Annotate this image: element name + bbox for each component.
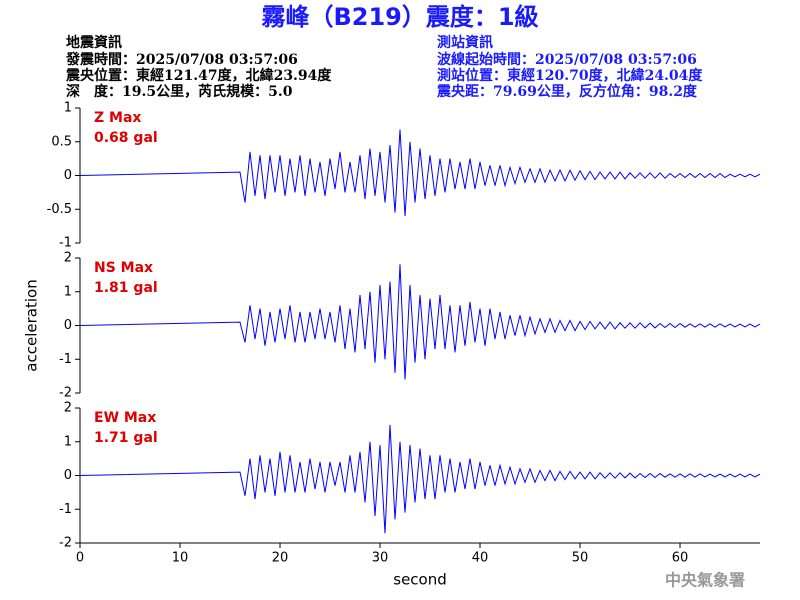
y-tick-label: 1 [64, 101, 72, 116]
x-tick-label: 30 [372, 551, 389, 566]
max-value: 1.81 gal [94, 280, 158, 296]
title: 霧峰（B219）震度：1級 [261, 3, 538, 31]
info-right: 震央距：79.69公里，反方位角：98.2度 [436, 83, 698, 100]
max-value: 1.71 gal [94, 430, 158, 446]
y-tick-label: 1 [64, 434, 72, 449]
info-left: 地震資訊 [66, 34, 122, 51]
x-tick-label: 10 [172, 551, 189, 566]
x-tick-label: 50 [572, 551, 589, 566]
y-axis-label: acceleration [23, 279, 41, 371]
max-value: 0.68 gal [94, 130, 158, 146]
y-tick-label: -1 [59, 236, 72, 251]
legend-label: EW Max [94, 410, 156, 426]
y-tick-label: -0.5 [47, 202, 72, 217]
y-tick-label: -2 [59, 386, 72, 401]
info-left: 震央位置：東經121.47度，北緯23.94度 [65, 67, 332, 84]
x-tick-label: 0 [76, 551, 84, 566]
y-tick-label: 0 [64, 318, 72, 333]
waveform [79, 129, 761, 217]
x-tick-label: 60 [672, 551, 689, 566]
info-right: 波線起始時間：2025/07/08 03:57:06 [437, 51, 697, 68]
waveform [79, 424, 761, 534]
y-tick-label: 2 [64, 251, 72, 266]
info-right: 測站位置：東經120.70度，北緯24.04度 [437, 67, 703, 84]
legend-label: NS Max [94, 260, 153, 276]
y-tick-label: 0.5 [51, 134, 72, 149]
y-tick-label: 1 [64, 284, 72, 299]
y-tick-label: 0 [64, 168, 72, 183]
y-tick-label: 0 [64, 468, 72, 483]
y-tick-label: 2 [64, 401, 72, 416]
y-tick-label: -2 [59, 536, 72, 551]
footer: 中央氣象署 [665, 571, 745, 590]
x-axis-label: second [393, 571, 447, 589]
y-tick-label: -1 [59, 352, 72, 367]
y-tick-label: -1 [59, 502, 72, 517]
legend-label: Z Max [94, 110, 141, 126]
x-tick-label: 40 [472, 551, 489, 566]
info-left: 發震時間：2025/07/08 03:57:06 [65, 51, 298, 68]
x-tick-label: 20 [272, 551, 289, 566]
info-left: 深 度：19.5公里，芮氏規模：5.0 [66, 83, 293, 100]
info-right: 測站資訊 [437, 34, 493, 51]
waveform [79, 264, 761, 380]
